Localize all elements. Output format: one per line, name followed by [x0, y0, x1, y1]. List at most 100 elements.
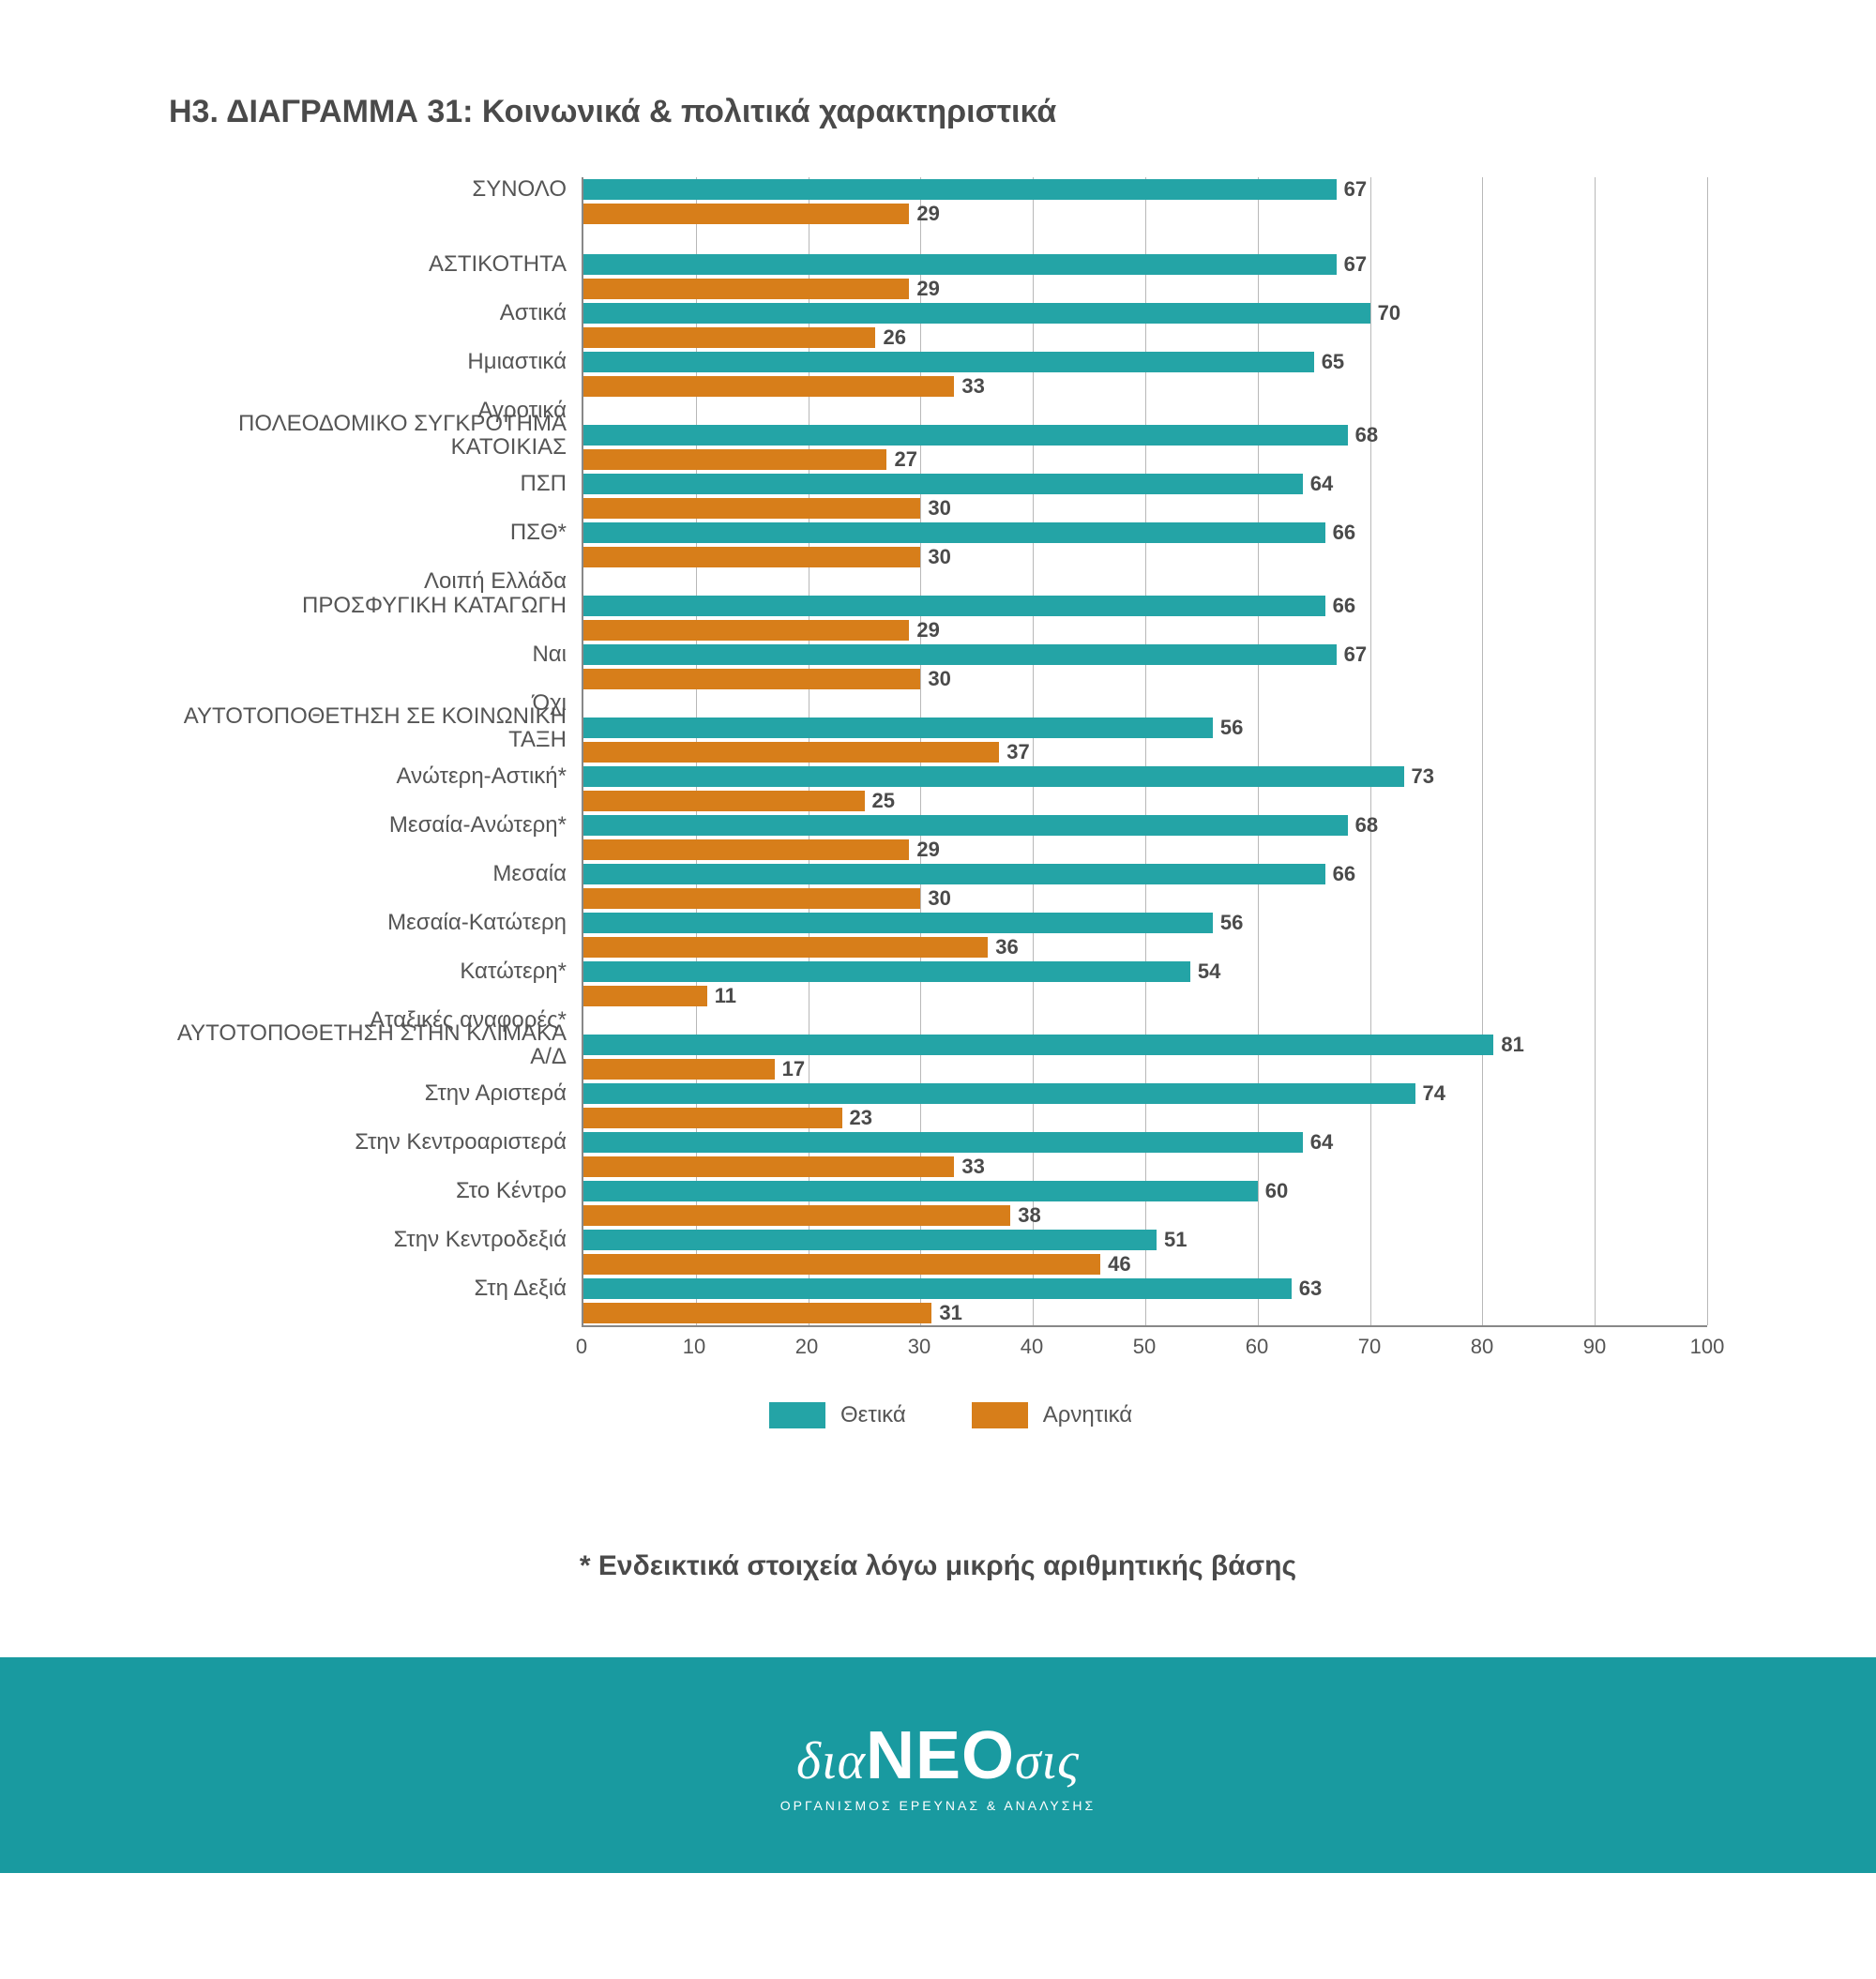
bar-value: 60 — [1265, 1179, 1288, 1203]
bar-positive: 51 — [583, 1230, 1157, 1250]
bar-value: 31 — [939, 1301, 961, 1325]
footer: διαΝΕΟσις ΟΡΓΑΝΙΣΜΟΣ ΕΡΕΥΝΑΣ & ΑΝΑΛΥΣΗΣ — [0, 1657, 1876, 1873]
bar-negative: 37 — [583, 742, 999, 763]
bar-row: ΑΥΤΟΤΟΠΟΘΕΤΗΣΗ ΣΤΗΝ ΚΛΙΜΑΚΑ Α/Δ81 — [583, 1033, 1707, 1057]
bar-positive: 70 — [583, 303, 1370, 324]
bar-row: Ναι67 — [583, 642, 1707, 667]
row-label: Ημιαστικά — [467, 350, 567, 373]
bar-row: ΣΥΝΟΛΟ67 — [583, 177, 1707, 202]
legend-item-positive: Θετικά — [769, 1402, 906, 1428]
legend-label-positive: Θετικά — [840, 1402, 906, 1428]
bar-value: 56 — [1220, 716, 1243, 740]
bar-value: 68 — [1355, 423, 1378, 447]
bar-value: 27 — [894, 447, 916, 472]
bar-row: 36 — [583, 935, 1707, 959]
bar-value: 36 — [995, 935, 1018, 959]
bar-row: ΠΡΟΣΦΥΓΙΚΗ ΚΑΤΑΓΩΓΗ66 — [583, 594, 1707, 618]
footnote: * Ενδεικτικά στοιχεία λόγω μικρής αριθμη… — [169, 1550, 1707, 1582]
bar-row: 30 — [583, 667, 1707, 691]
bar-row: Στη Δεξιά63 — [583, 1277, 1707, 1301]
row-label: Στην Αριστερά — [425, 1081, 567, 1105]
x-tick: 60 — [1246, 1335, 1268, 1359]
bar-value: 30 — [928, 545, 950, 569]
x-tick: 30 — [908, 1335, 930, 1359]
bar-value: 81 — [1501, 1033, 1523, 1057]
bar-value: 17 — [782, 1057, 805, 1081]
bar-positive: 66 — [583, 596, 1325, 616]
logo-mid: ΝΕΟ — [866, 1718, 1015, 1793]
bar-row: Μεσαία-Κατώτερη56 — [583, 911, 1707, 935]
bar-positive: 74 — [583, 1083, 1415, 1104]
legend-label-negative: Αρνητικά — [1043, 1402, 1132, 1428]
bar-negative: 26 — [583, 327, 875, 348]
row-label: ΠΣΠ — [521, 472, 567, 495]
bar-value: 29 — [916, 838, 939, 862]
bar-value: 38 — [1018, 1203, 1040, 1228]
bar-row: Κατώτερη*54 — [583, 959, 1707, 984]
bar-value: 73 — [1412, 764, 1434, 789]
bar-value: 63 — [1299, 1277, 1322, 1301]
bar-row: 11 — [583, 984, 1707, 1008]
bar-value: 67 — [1344, 252, 1367, 277]
bar-value: 30 — [928, 496, 950, 521]
bar-value: 29 — [916, 618, 939, 642]
bar-row: Στην Αριστερά74 — [583, 1081, 1707, 1106]
bar-row: Μεσαία-Ανώτερη*68 — [583, 813, 1707, 838]
bar-positive: 68 — [583, 425, 1348, 446]
bar-row: 30 — [583, 545, 1707, 569]
row-label: Στη Δεξιά — [474, 1277, 567, 1300]
bar-value: 56 — [1220, 911, 1243, 935]
bar-row: 29 — [583, 277, 1707, 301]
bar-row: Στην Κεντροδεξιά51 — [583, 1228, 1707, 1252]
row-label: Μεσαία-Κατώτερη — [387, 911, 567, 934]
bar-value: 25 — [872, 789, 895, 813]
logo-suffix: σις — [1015, 1732, 1080, 1790]
x-tick: 10 — [683, 1335, 705, 1359]
bar-value: 46 — [1108, 1252, 1130, 1277]
bar-value: 33 — [961, 1155, 984, 1179]
bar-negative: 31 — [583, 1303, 931, 1323]
bar-row: 23 — [583, 1106, 1707, 1130]
bar-negative: 29 — [583, 620, 909, 641]
bar-row: 46 — [583, 1252, 1707, 1277]
bar-value: 74 — [1423, 1081, 1445, 1106]
row-label: Στο Κέντρο — [456, 1179, 567, 1202]
gridline — [1707, 177, 1708, 1325]
bar-row: Όχι — [583, 691, 1707, 716]
bar-row: ΑΥΤΟΤΟΠΟΘΕΤΗΣΗ ΣΕ ΚΟΙΝΩΝΙΚΗ ΤΑΞΗ56 — [583, 716, 1707, 740]
row-label: ΑΣΤΙΚΟΤΗΤΑ — [429, 252, 567, 276]
bar-row: 26 — [583, 325, 1707, 350]
logo-prefix: δια — [796, 1732, 866, 1790]
legend-item-negative: Αρνητικά — [972, 1402, 1132, 1428]
row-label: Κατώτερη* — [460, 959, 567, 983]
row-label: Μεσαία — [492, 862, 567, 885]
bar-positive: 66 — [583, 522, 1325, 543]
bar-row: 30 — [583, 886, 1707, 911]
bar-negative: 30 — [583, 498, 920, 519]
bar-positive: 67 — [583, 644, 1337, 665]
bar-value: 37 — [1006, 740, 1029, 764]
bar-row: Μεσαία66 — [583, 862, 1707, 886]
bar-positive: 67 — [583, 179, 1337, 200]
bar-positive: 64 — [583, 474, 1303, 494]
bar-positive: 56 — [583, 718, 1213, 738]
bar-value: 23 — [850, 1106, 872, 1130]
bar-negative: 30 — [583, 669, 920, 689]
bar-value: 67 — [1344, 177, 1367, 202]
row-label: ΑΥΤΟΤΟΠΟΘΕΤΗΣΗ ΣΤΗΝ ΚΛΙΜΑΚΑ Α/Δ — [154, 1021, 567, 1068]
bar-positive: 56 — [583, 913, 1213, 933]
bar-positive: 81 — [583, 1035, 1493, 1055]
logo-tagline: ΟΡΓΑΝΙΣΜΟΣ ΕΡΕΥΝΑΣ & ΑΝΑΛΥΣΗΣ — [780, 1798, 1096, 1813]
bar-positive: 67 — [583, 254, 1337, 275]
x-axis: 0102030405060708090100 — [582, 1327, 1707, 1374]
row-label: Ναι — [532, 642, 567, 666]
bar-value: 64 — [1310, 1130, 1333, 1155]
bar-row: ΠΣΘ*66 — [583, 521, 1707, 545]
bar-positive: 73 — [583, 766, 1404, 787]
row-label: Αστικά — [500, 301, 567, 325]
bar-negative: 38 — [583, 1205, 1010, 1226]
bar-value: 66 — [1333, 594, 1355, 618]
bar-value: 68 — [1355, 813, 1378, 838]
bar-value: 30 — [928, 886, 950, 911]
bar-value: 66 — [1333, 521, 1355, 545]
